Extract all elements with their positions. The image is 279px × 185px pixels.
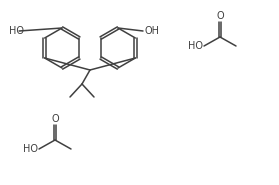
Text: HO: HO — [9, 26, 24, 36]
Text: HO: HO — [188, 41, 203, 51]
Text: HO: HO — [23, 144, 38, 154]
Text: OH: OH — [145, 26, 160, 36]
Text: O: O — [216, 11, 224, 21]
Text: O: O — [51, 114, 59, 124]
